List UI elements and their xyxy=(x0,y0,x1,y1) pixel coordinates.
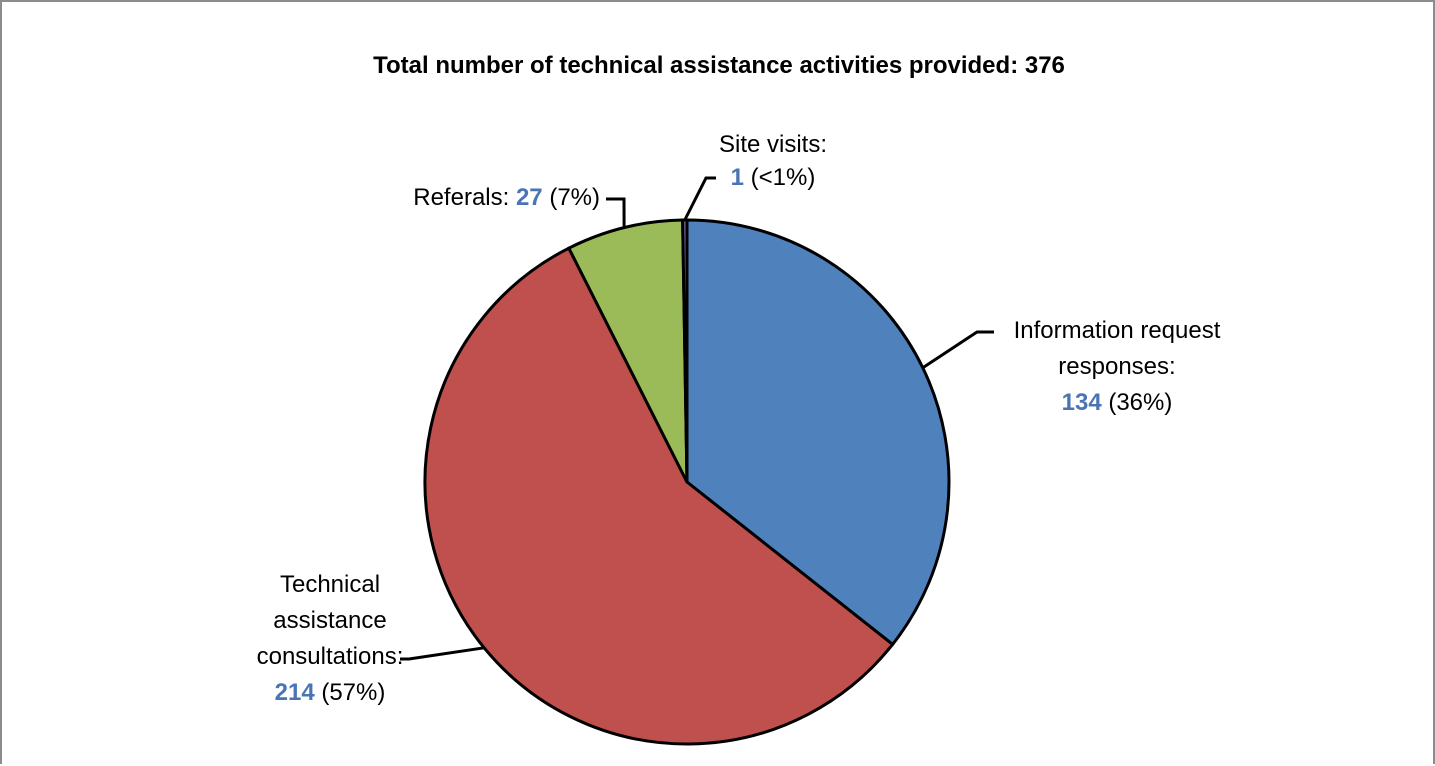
data-label-info: Information request responses: 134 (36%) xyxy=(1014,317,1221,416)
pie-slice-site xyxy=(681,218,689,483)
value-text-site: 1 (<1%) xyxy=(731,164,816,191)
leader-line-info xyxy=(921,330,994,370)
percent-label: (36%) xyxy=(1102,389,1173,416)
category-label-line: Site visits: xyxy=(719,131,827,158)
category-label-line: Information request xyxy=(1014,317,1221,344)
value-label: 1 xyxy=(731,164,744,191)
category-label-line: assistance xyxy=(273,607,386,634)
percent-label: (57%) xyxy=(315,679,386,706)
pie-slice-tech xyxy=(423,246,895,746)
leader-line-tech xyxy=(400,646,485,661)
pie-slices xyxy=(423,218,951,746)
leader-line-referrals xyxy=(606,197,626,228)
category-label-line: responses: xyxy=(1058,353,1175,380)
category-label-line: consultations: xyxy=(257,643,404,670)
value-label: 27 xyxy=(516,184,543,211)
chart-title: Total number of technical assistance act… xyxy=(373,52,1065,79)
percent-label: (<1%) xyxy=(744,164,815,191)
value-text-tech: 214 (57%) xyxy=(275,679,386,706)
pie-slice-referrals xyxy=(566,218,689,483)
label-text-referrals: Referals: 27 (7%) xyxy=(413,184,600,211)
leader-lines xyxy=(400,176,994,661)
category-label: Referals: xyxy=(413,184,516,211)
data-labels: Information request responses: 134 (36%) Te… xyxy=(257,131,1221,706)
value-text-info: 134 (36%) xyxy=(1062,389,1173,416)
data-label-tech: Technical assistance consultations: 214 (57… xyxy=(257,571,404,706)
value-label: 134 xyxy=(1062,389,1103,416)
value-label: 214 xyxy=(275,679,316,706)
percent-label: (7%) xyxy=(543,184,600,211)
category-label-line: Technical xyxy=(280,571,380,598)
data-label-site: Site visits: 1 (<1%) xyxy=(719,131,827,191)
leader-line-site xyxy=(683,176,716,221)
data-label-referrals: Referals: 27 (7%) xyxy=(413,184,600,211)
